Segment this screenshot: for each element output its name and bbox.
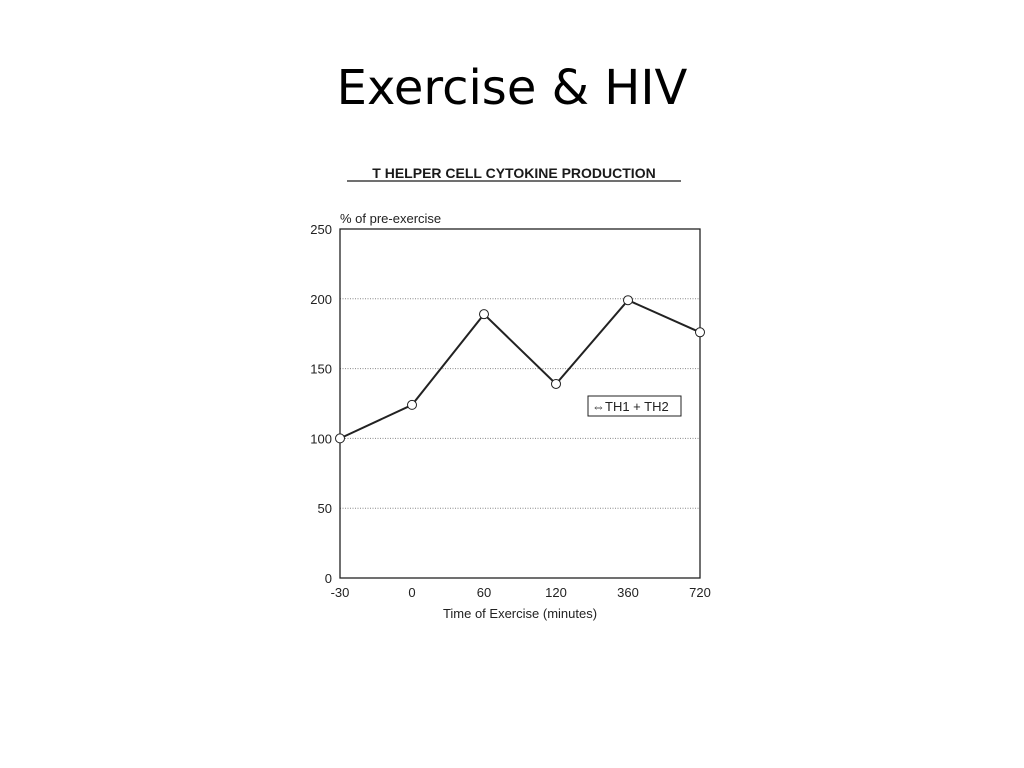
x-tick-labels: -30 0 60 120 360 720	[331, 585, 711, 600]
data-point-marker	[479, 309, 489, 320]
legend-box	[587, 395, 682, 417]
x-tick-label: 720	[689, 585, 711, 600]
y-tick-labels: 0 50 100 150 200 250	[310, 222, 332, 586]
chart-title: T HELPER CELL CYTOKINE PRODUCTION	[372, 165, 655, 181]
data-point-marker	[407, 399, 417, 410]
series-line	[339, 298, 701, 440]
slide-title: Exercise & HIV	[336, 60, 688, 116]
y-tick-label: 0	[325, 571, 332, 586]
y-tick-label: 200	[310, 292, 332, 307]
x-tick-label: 360	[617, 585, 639, 600]
y-tick-label: 100	[310, 431, 332, 446]
series-markers	[335, 295, 705, 444]
y-tick-label: 50	[318, 501, 332, 516]
svg-text:⇔TH1 + TH2: ⇔TH1 + TH2	[592, 399, 669, 414]
plot-frame	[339, 228, 701, 579]
legend-symbol: ⇔	[592, 399, 605, 414]
x-tick-label: 60	[477, 585, 491, 600]
x-tick-label: 120	[545, 585, 567, 600]
data-point-marker	[335, 433, 345, 444]
x-axis-label: Time of Exercise (minutes)	[443, 606, 597, 621]
y-axis-label: % of pre-exercise	[340, 211, 441, 226]
gridlines	[340, 298, 700, 509]
x-tick-label: 0	[408, 585, 415, 600]
x-tick-label: -30	[331, 585, 350, 600]
legend: ⇔TH1 + TH2	[587, 395, 682, 417]
data-point-marker	[551, 378, 561, 389]
legend-label: TH1 + TH2	[605, 399, 669, 414]
data-point-marker	[623, 295, 633, 306]
data-point-marker	[695, 327, 705, 338]
y-tick-label: 250	[310, 222, 332, 237]
y-tick-label: 150	[310, 362, 332, 377]
